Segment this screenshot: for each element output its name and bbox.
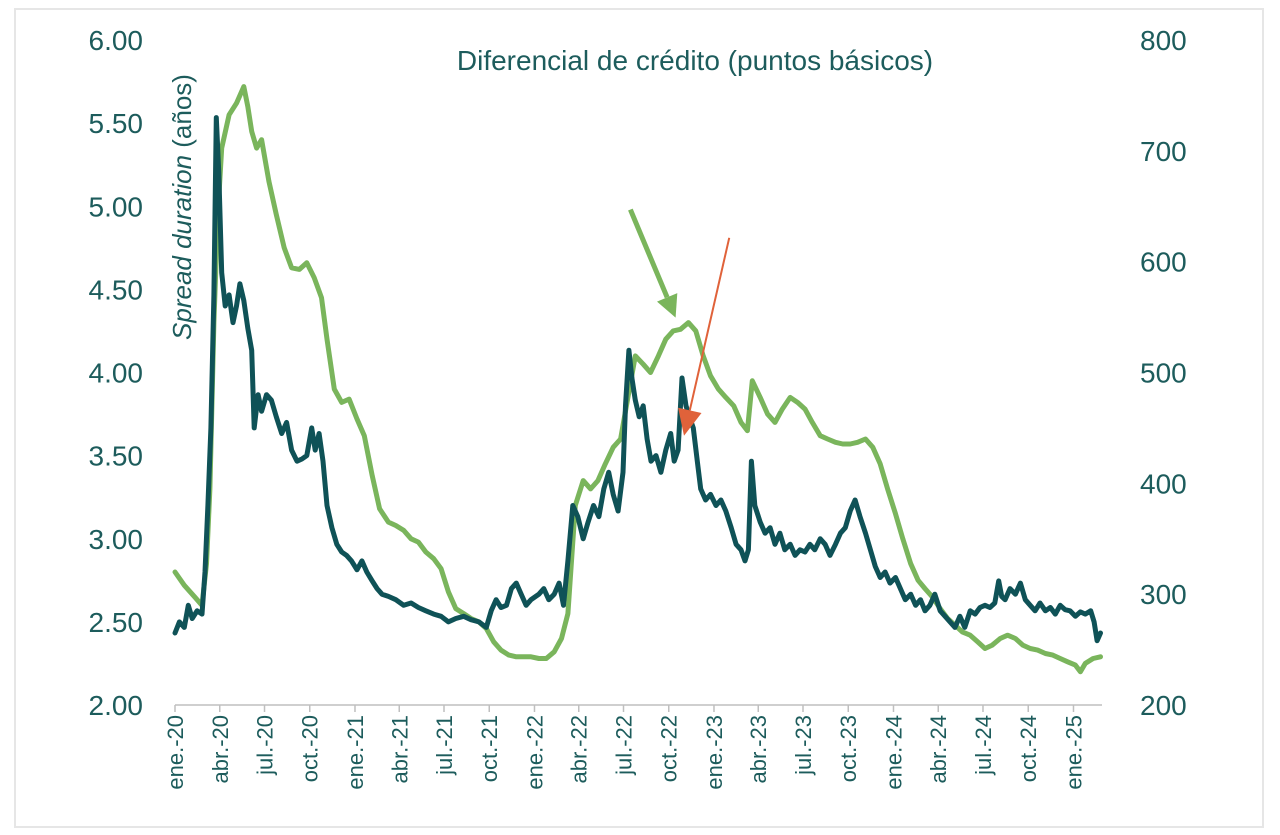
x-tick-label: oct.-22 [657,715,682,782]
x-tick-label: ene.-22 [522,715,547,790]
x-tick-label: ene.-20 [163,715,188,790]
left-axis-title-rest: (años) [167,74,197,155]
left-tick-label: 3.50 [89,441,144,472]
left-tick-label: 4.00 [89,358,144,389]
x-tick-label: abr.-24 [926,715,951,784]
left-axis-title: Spread duration (años) [167,74,197,340]
x-tick-label: jul.-23 [791,715,816,776]
x-tick-label: abr.-21 [387,715,412,784]
orange-arrow-shaft [688,237,731,411]
x-tick-label: abr.-23 [746,715,771,784]
left-tick-label: 2.00 [89,690,144,721]
x-tick-label: jul.-22 [612,715,637,776]
right-tick-label: 300 [1140,579,1187,610]
right-tick-label: 800 [1140,25,1187,56]
series-line-credit-spread [172,115,1103,644]
orange-arrow-head [678,407,702,436]
green-arrow-head [657,293,678,318]
left-tick-label: 2.50 [89,607,144,638]
annotation-layer [628,208,731,436]
x-tick-label: jul.-21 [432,715,457,776]
x-tick-label: oct.-23 [836,715,861,782]
right-tick-label: 700 [1140,136,1187,167]
chart-title: Diferencial de crédito (puntos básicos) [457,45,933,76]
green-arrow-shaft [628,208,670,299]
right-tick-label: 200 [1140,690,1187,721]
x-axis: ene.-20 abr.-20 jul.-20 oct.-20 ene.-21 abr.-… [163,704,1102,790]
x-tick-label: ene.-21 [343,715,368,790]
x-tick-label: jul.-20 [253,715,278,776]
left-tick-label: 5.00 [89,191,144,222]
series-layer [172,84,1103,675]
left-tick-label: 6.00 [89,25,144,56]
left-tick-label: 3.00 [89,524,144,555]
x-tick-label: ene.-24 [881,715,906,790]
x-tick-label: oct.-24 [1016,715,1041,782]
right-axis: 800 700 600 500 400 300 200 [1140,25,1187,721]
right-tick-label: 500 [1140,358,1187,389]
right-tick-label: 400 [1140,468,1187,499]
left-tick-label: 5.50 [89,108,144,139]
x-tick-label: abr.-22 [567,715,592,784]
x-tick-label: abr.-20 [208,715,233,784]
x-tick-label: jul.-24 [971,715,996,776]
right-tick-label: 600 [1140,247,1187,278]
left-axis: 6.00 5.50 5.00 4.50 4.00 3.50 3.00 2.50 2.00 [89,25,144,721]
left-axis-title-italic: Spread duration [167,155,197,340]
x-tick-label: oct.-20 [298,715,323,782]
series-line-spread-duration [172,84,1103,675]
x-tick-label: ene.-23 [702,715,727,790]
x-tick-label: ene.-25 [1061,715,1086,790]
left-tick-label: 4.50 [89,274,144,305]
x-tick-label: oct.-21 [477,715,502,782]
